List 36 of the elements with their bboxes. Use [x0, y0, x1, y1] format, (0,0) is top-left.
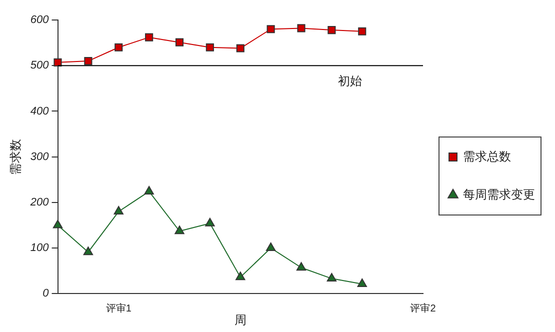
legend-label: 每周需求变更: [463, 187, 535, 202]
point: [358, 27, 366, 36]
y-tick-label: 500: [30, 60, 50, 72]
ref-line-label: 初始: [338, 74, 362, 88]
y-tick-label: 200: [29, 196, 50, 208]
y-axis-title: 需求数: [8, 138, 23, 175]
x-axis-title: 周: [234, 313, 246, 328]
point: [174, 226, 184, 234]
x-tick-label: 评审1: [106, 302, 132, 314]
point: [357, 278, 367, 288]
point: [54, 58, 62, 66]
point: [266, 242, 276, 251]
point: [52, 220, 63, 228]
point: [83, 246, 94, 256]
point: [114, 206, 124, 215]
point: [296, 262, 306, 271]
point: [205, 218, 215, 226]
y-tick-label: 100: [30, 242, 50, 254]
y-tick-label: 300: [30, 150, 50, 163]
point: [144, 186, 154, 194]
point: [84, 57, 92, 66]
point: [236, 44, 244, 52]
point: [206, 43, 214, 52]
point: [266, 25, 275, 34]
y-tick-label: 400: [30, 105, 50, 118]
y-tick-label: 0: [42, 288, 50, 300]
point: [326, 273, 337, 282]
point: [328, 26, 336, 34]
x-tick-label: 评审2: [410, 302, 436, 314]
point: [175, 38, 184, 46]
point: [114, 43, 123, 52]
point: [297, 24, 306, 32]
point: [236, 272, 246, 280]
point: [145, 33, 154, 42]
legend-label: 需求总数: [463, 149, 511, 164]
y-tick-label: 600: [30, 14, 50, 26]
